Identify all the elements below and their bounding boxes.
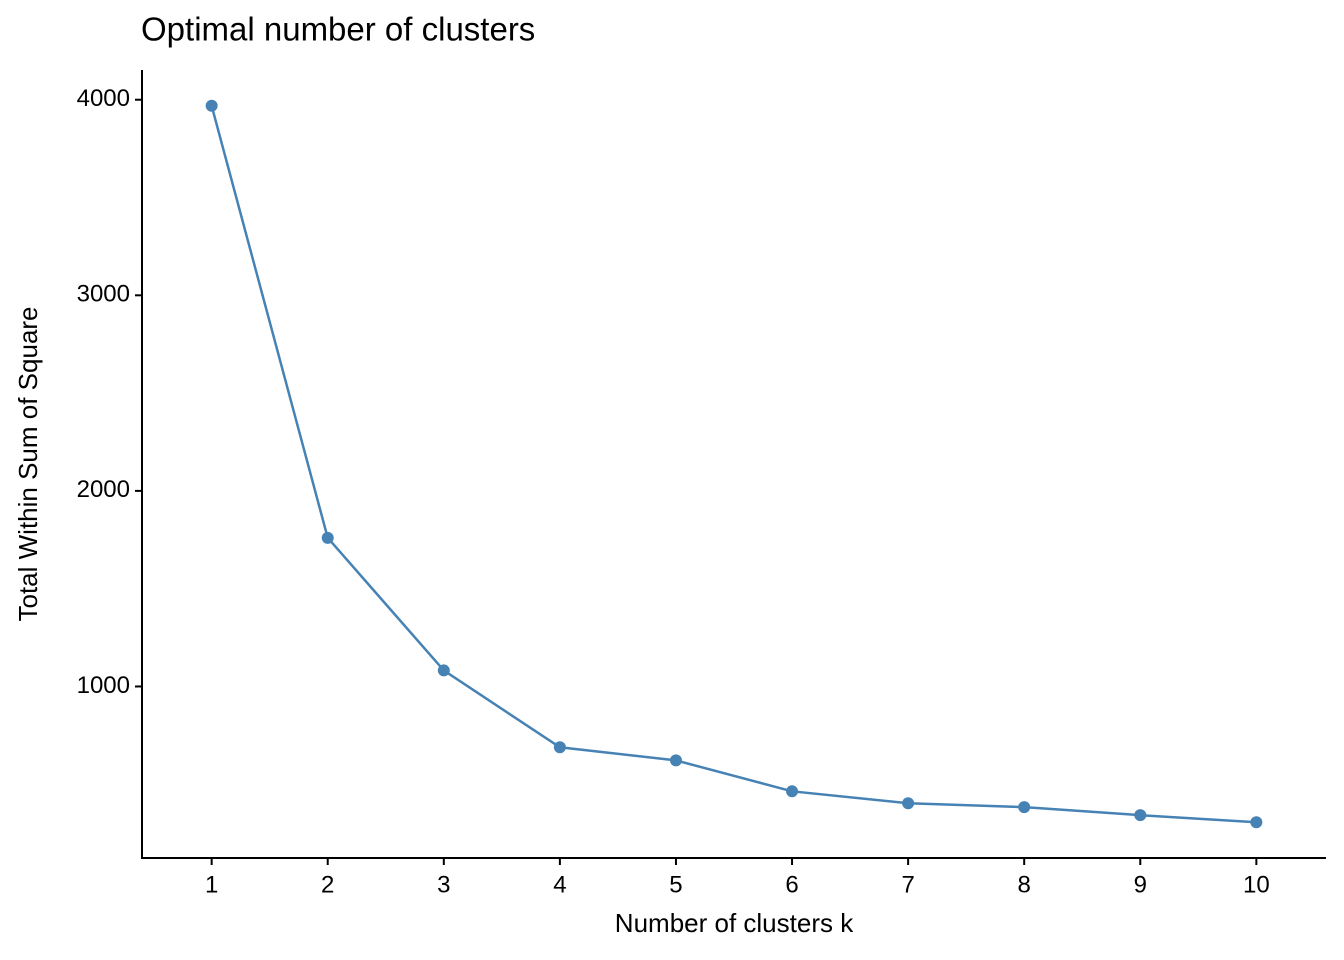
x-tick-label: 4 bbox=[553, 871, 566, 898]
chart-title: Optimal number of clusters bbox=[141, 11, 535, 48]
series-line bbox=[210, 105, 1257, 824]
data-point bbox=[1250, 816, 1263, 829]
data-point bbox=[321, 531, 334, 544]
y-axis-title: Total Within Sum of Square bbox=[13, 306, 43, 621]
x-tick-label: 6 bbox=[785, 871, 798, 898]
data-point bbox=[1134, 809, 1147, 822]
data-point bbox=[553, 741, 566, 754]
y-tick-label: 3000 bbox=[77, 281, 130, 308]
x-tick-label: 1 bbox=[205, 871, 218, 898]
x-axis-title: Number of clusters k bbox=[615, 908, 854, 938]
y-tick-label: 2000 bbox=[77, 476, 130, 503]
y-tick-label: 4000 bbox=[77, 85, 130, 112]
x-tick-label: 3 bbox=[437, 871, 450, 898]
x-tick-label: 8 bbox=[1018, 871, 1031, 898]
x-tick-label: 7 bbox=[901, 871, 914, 898]
data-point bbox=[669, 754, 682, 767]
data-point bbox=[1018, 801, 1031, 814]
x-tick-label: 2 bbox=[321, 871, 334, 898]
y-tick-label: 1000 bbox=[77, 672, 130, 699]
x-tick-label: 9 bbox=[1134, 871, 1147, 898]
data-point bbox=[205, 99, 218, 112]
data-point bbox=[437, 664, 450, 677]
x-tick-label: 10 bbox=[1243, 871, 1270, 898]
data-point bbox=[902, 797, 915, 810]
data-point bbox=[786, 785, 799, 798]
x-tick-label: 5 bbox=[669, 871, 682, 898]
